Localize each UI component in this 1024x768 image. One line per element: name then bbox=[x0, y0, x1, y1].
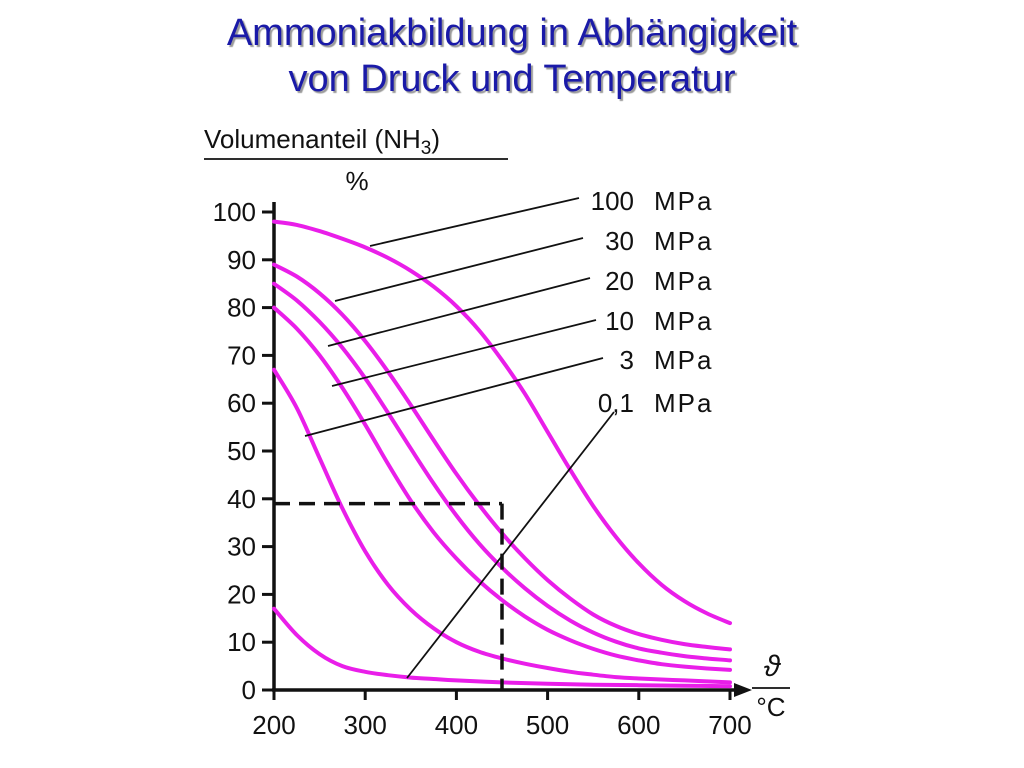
series-unit-label-5: MPa bbox=[654, 345, 713, 375]
series-unit-label-4: MPa bbox=[654, 306, 713, 336]
series-unit-label-1: MPa bbox=[654, 186, 713, 216]
series-leader-line-5 bbox=[304, 357, 604, 437]
y-tick-label: 40 bbox=[227, 484, 256, 514]
series-leader-line-2 bbox=[334, 237, 584, 302]
y-tick-label: 70 bbox=[227, 340, 256, 370]
y-tick-label: 0 bbox=[242, 675, 256, 705]
page-title: Ammoniakbildung in Abhängigkeit von Druc… bbox=[0, 10, 1024, 102]
x-tick-label: 300 bbox=[344, 710, 387, 740]
series-label-1: 100 bbox=[591, 186, 634, 216]
x-tick-label: 400 bbox=[435, 710, 478, 740]
reference-lines bbox=[274, 501, 504, 690]
x-axis-arrow bbox=[734, 683, 752, 697]
x-tick-label: 500 bbox=[526, 710, 569, 740]
series-label-2: 30 bbox=[605, 226, 634, 256]
y-tick-label: 60 bbox=[227, 388, 256, 418]
x-axis-label: ϑ bbox=[764, 650, 782, 683]
series-unit-label-2: MPa bbox=[654, 226, 713, 256]
series-label-5: 3 bbox=[620, 345, 634, 375]
series-leader-line-1 bbox=[369, 197, 580, 247]
y-tick-label: 100 bbox=[213, 197, 256, 227]
series-leader-line-6 bbox=[406, 411, 615, 679]
series-line-6 bbox=[272, 606, 732, 689]
x-tick-label: 700 bbox=[708, 710, 751, 740]
x-tick-label: 200 bbox=[252, 710, 295, 740]
series-leader-line-4 bbox=[331, 319, 597, 387]
y-axis-unit-label: % bbox=[345, 166, 368, 196]
label-leaders bbox=[304, 197, 615, 679]
y-tick-label: 10 bbox=[227, 627, 256, 657]
series-line-1 bbox=[272, 219, 732, 626]
chart-ticks: 0 10 20 30 40 50 60 70 80 90 100 200 300 400 500 600 700 bbox=[213, 197, 752, 740]
title-line-2: von Druck und Temperatur bbox=[288, 58, 736, 100]
y-tick-label: 50 bbox=[227, 436, 256, 466]
series-unit-label-3: MPa bbox=[654, 266, 713, 296]
series-label-3: 20 bbox=[605, 266, 634, 296]
title-line-1: Ammoniakbildung in Abhängigkeit bbox=[226, 12, 798, 54]
y-tick-label: 20 bbox=[227, 579, 256, 609]
x-tick-label: 600 bbox=[617, 710, 660, 740]
series-label-4: 10 bbox=[605, 306, 634, 336]
series-leader-line-3 bbox=[327, 277, 591, 347]
y-axis-label: Volumenanteil (NH3) bbox=[204, 124, 440, 159]
y-tick-label: 30 bbox=[227, 532, 256, 562]
y-tick-label: 80 bbox=[227, 293, 256, 323]
series-label-6: 0,1 bbox=[598, 388, 634, 418]
series-line-4 bbox=[272, 305, 732, 672]
series-unit-label-6: MPa bbox=[654, 388, 713, 418]
y-tick-label: 90 bbox=[227, 245, 256, 275]
x-axis-unit-label: °C bbox=[756, 692, 785, 722]
